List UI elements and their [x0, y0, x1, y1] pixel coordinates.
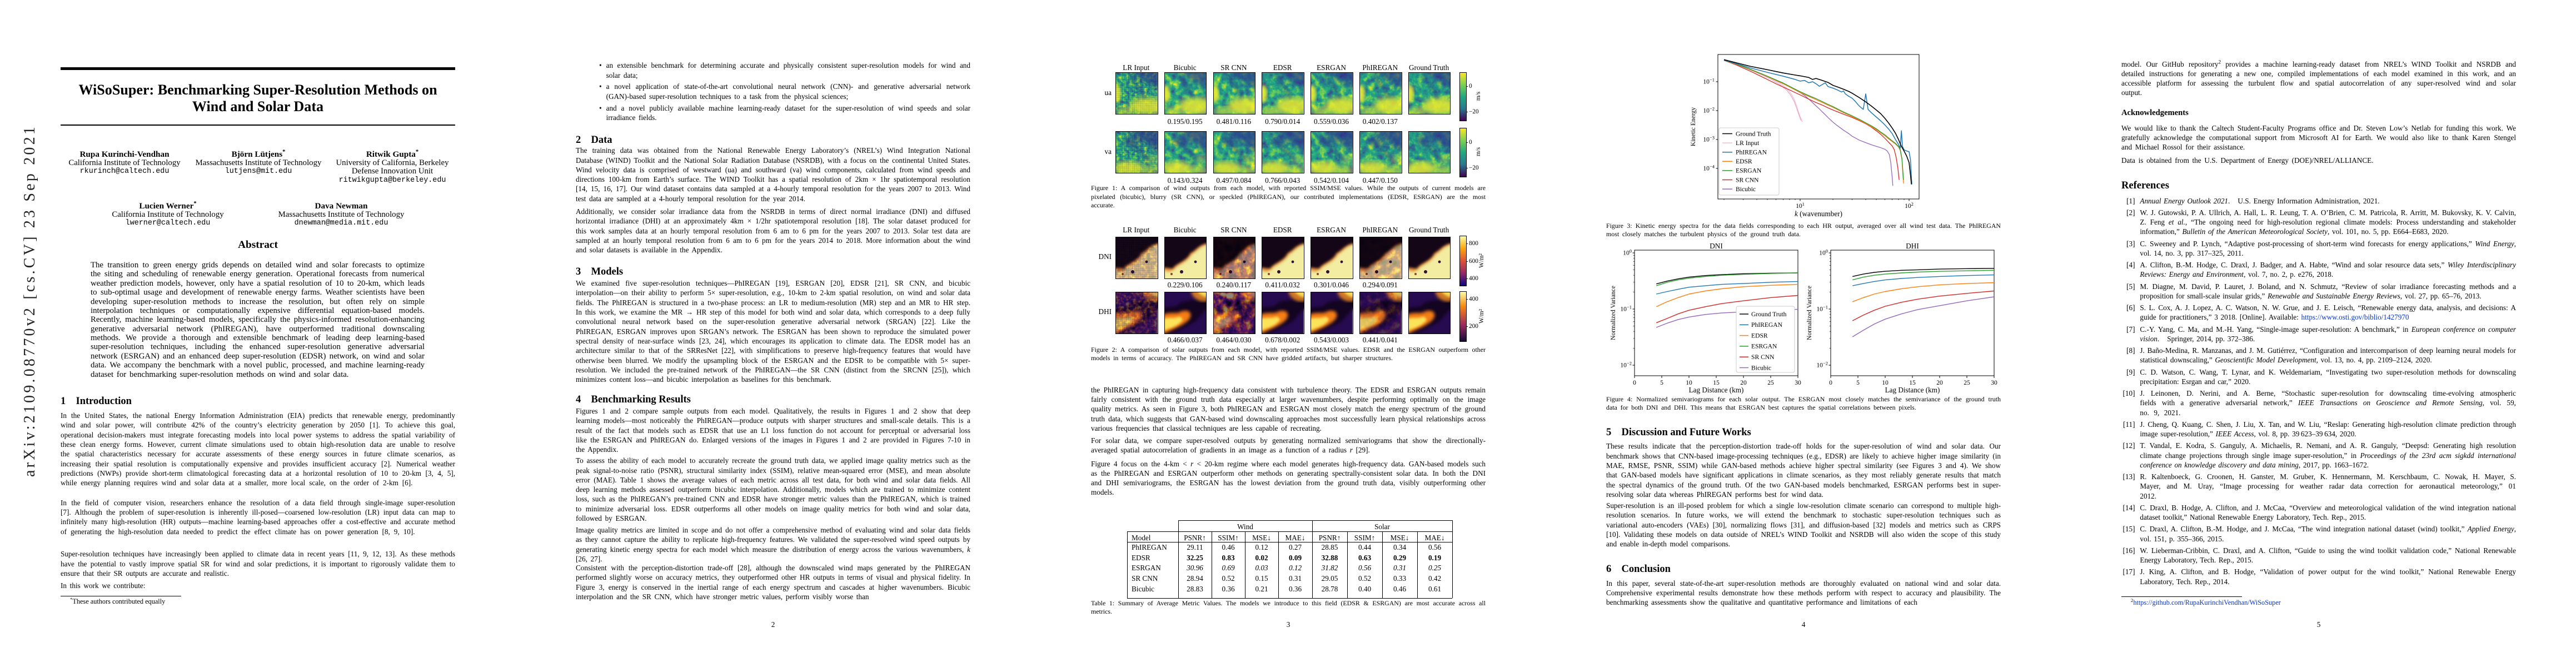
svg-text:10−1: 10−1 [1816, 305, 1828, 313]
svg-text:30: 30 [1991, 379, 1997, 386]
svg-text:ESRGAN: ESRGAN [1751, 343, 1777, 350]
svg-text:Lag Distance (km): Lag Distance (km) [1885, 386, 1940, 394]
svg-text:10−2: 10−2 [1816, 361, 1828, 369]
svg-text:15: 15 [1713, 379, 1720, 386]
svg-text:10: 10 [1686, 379, 1692, 386]
svg-text:DNI: DNI [1710, 242, 1722, 250]
svg-text:30: 30 [1795, 379, 1801, 386]
svg-text:EDSR: EDSR [1751, 332, 1768, 339]
svg-text:5: 5 [1660, 379, 1663, 386]
svg-text:10−1: 10−1 [1620, 305, 1632, 313]
svg-text:101: 101 [1796, 201, 1805, 210]
svg-text:Normalized Variance: Normalized Variance [1610, 286, 1617, 340]
svg-text:LR Input: LR Input [1736, 140, 1760, 147]
svg-text:SR CNN: SR CNN [1736, 176, 1759, 183]
svg-text:k (wavenumber): k (wavenumber) [1795, 210, 1842, 218]
svg-text:20: 20 [1740, 379, 1747, 386]
svg-text:Lag Distance (km): Lag Distance (km) [1689, 386, 1744, 394]
svg-text:Bicubic: Bicubic [1736, 186, 1756, 193]
svg-text:20: 20 [1936, 379, 1943, 386]
svg-text:0: 0 [1633, 379, 1636, 386]
svg-text:Ground Truth: Ground Truth [1751, 311, 1787, 318]
svg-text:PhIREGAN: PhIREGAN [1736, 149, 1767, 156]
svg-text:0: 0 [1829, 379, 1832, 386]
svg-text:ESRGAN: ESRGAN [1736, 167, 1762, 175]
svg-text:EDSR: EDSR [1736, 158, 1752, 165]
svg-text:5: 5 [1856, 379, 1860, 386]
svg-text:15: 15 [1909, 379, 1916, 386]
svg-text:10−2: 10−2 [1620, 361, 1632, 369]
svg-text:PhIREGAN: PhIREGAN [1751, 321, 1783, 328]
svg-text:10−1: 10−1 [1703, 77, 1715, 86]
svg-text:Ground Truth: Ground Truth [1736, 130, 1771, 137]
svg-text:10−4: 10−4 [1703, 164, 1715, 172]
svg-text:Normalized Variance: Normalized Variance [1806, 286, 1813, 340]
svg-text:10−3: 10−3 [1703, 135, 1715, 143]
svg-text:25: 25 [1964, 379, 1970, 386]
svg-text:100: 100 [1819, 248, 1828, 257]
svg-text:Bicubic: Bicubic [1751, 364, 1771, 371]
svg-text:DHI: DHI [1906, 242, 1919, 250]
svg-text:25: 25 [1767, 379, 1774, 386]
svg-text:10−2: 10−2 [1703, 106, 1715, 115]
svg-text:SR CNN: SR CNN [1751, 354, 1775, 361]
svg-text:10: 10 [1882, 379, 1889, 386]
svg-text:102: 102 [1905, 201, 1914, 210]
svg-text:100: 100 [1623, 248, 1632, 257]
